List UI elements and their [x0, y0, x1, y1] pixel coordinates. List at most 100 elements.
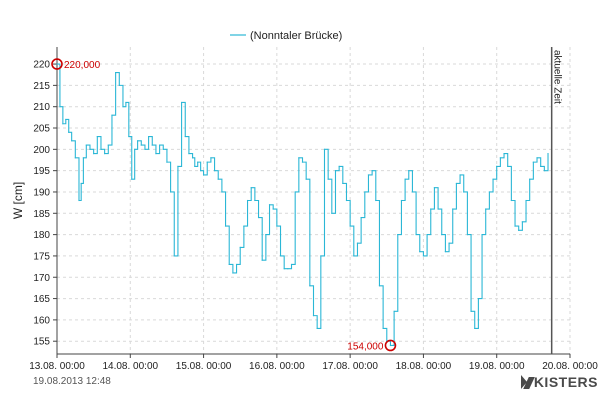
data-point: [210, 157, 212, 159]
data-point: [375, 199, 377, 202]
data-point: [74, 157, 76, 159]
series-layer: [56, 63, 549, 347]
data-point: [85, 144, 87, 146]
y-tick-label: 220: [33, 60, 50, 71]
y-tick-label: 200: [33, 145, 50, 156]
data-point: [360, 216, 362, 219]
data-point: [272, 208, 274, 210]
data-point: [543, 170, 545, 172]
data-point: [415, 234, 417, 236]
legend-series-label: (Nonntaler Brücke): [250, 30, 342, 42]
data-point: [437, 208, 439, 210]
data-point: [305, 178, 307, 180]
data-point: [349, 225, 351, 227]
data-point: [151, 144, 153, 146]
chart-grid: [56, 47, 571, 354]
max-value-label: 220,000: [64, 60, 101, 71]
annotations: 220,000 154,000: [51, 58, 397, 352]
y-tick-label: 165: [33, 294, 50, 305]
kisters-k-logo-icon: [520, 375, 533, 389]
data-point: [96, 135, 98, 138]
current-time-marker: aktuelle Zeit: [550, 47, 563, 354]
data-point: [334, 170, 337, 172]
data-point: [444, 251, 447, 253]
data-point: [191, 157, 194, 159]
x-tick-label: 15.08. 00:00: [176, 361, 232, 372]
data-point: [353, 255, 355, 257]
y-axis-label: W [cm]: [11, 182, 25, 219]
data-point: [287, 268, 289, 270]
data-point: [159, 144, 161, 146]
data-point: [411, 191, 414, 193]
data-point: [492, 178, 494, 180]
data-point: [532, 161, 534, 163]
data-point: [294, 191, 296, 193]
y-tick-label: 185: [33, 209, 50, 220]
data-point: [177, 165, 179, 167]
data-point: [389, 344, 392, 347]
data-point: [455, 182, 458, 185]
x-tick-label: 14.08. 00:00: [102, 361, 158, 372]
y-tick-label: 215: [33, 81, 50, 92]
data-point: [397, 234, 399, 236]
data-point: [162, 148, 164, 150]
data-point: [148, 135, 150, 138]
data-point: [200, 170, 202, 172]
data-point: [529, 178, 531, 180]
data-point: [452, 208, 454, 210]
data-point: [371, 170, 373, 172]
brand-name: KISTERS: [533, 374, 598, 390]
data-point: [400, 199, 403, 202]
data-point: [463, 191, 465, 193]
data-point: [261, 259, 263, 261]
data-point: [283, 268, 285, 270]
data-point: [137, 140, 139, 142]
y-tick-label: 180: [33, 230, 50, 241]
y-tick-label: 195: [33, 166, 50, 177]
series-line: [57, 63, 549, 347]
data-point: [408, 170, 410, 172]
data-point: [459, 174, 461, 176]
data-point: [59, 106, 61, 108]
data-point: [155, 152, 157, 155]
data-point: [316, 327, 318, 330]
data-point: [312, 315, 315, 317]
data-point: [426, 234, 428, 236]
data-point: [228, 263, 230, 266]
y-tick-label: 155: [33, 337, 50, 348]
y-tick-label: 205: [33, 124, 50, 135]
data-point: [521, 221, 523, 223]
data-point: [235, 263, 238, 266]
data-point: [338, 165, 340, 167]
data-point: [78, 199, 80, 202]
data-point: [188, 152, 190, 155]
data-point: [169, 191, 172, 193]
data-point: [356, 242, 359, 244]
data-point: [276, 225, 278, 227]
data-point: [224, 225, 227, 227]
y-tick-label: 160: [33, 315, 50, 326]
data-point: [290, 263, 293, 266]
data-point: [518, 229, 520, 231]
data-point: [128, 135, 130, 138]
min-value-marker: [384, 339, 397, 352]
x-tick-label: 18.08. 00:00: [396, 361, 452, 372]
data-point: [279, 255, 282, 257]
data-point: [213, 170, 216, 172]
data-point: [382, 327, 384, 330]
data-point: [265, 234, 267, 236]
y-tick-label: 170: [33, 273, 50, 284]
data-point: [62, 123, 64, 125]
data-point: [180, 101, 183, 104]
data-point: [488, 191, 490, 193]
data-point: [56, 63, 58, 65]
data-point: [134, 148, 136, 150]
y-tick-label: 190: [33, 187, 50, 198]
data-point: [485, 208, 487, 210]
y-tick-label: 175: [33, 251, 50, 262]
data-point: [184, 135, 186, 138]
data-point: [232, 272, 234, 274]
data-point: [243, 225, 245, 227]
min-value-label: 154,000: [347, 341, 384, 352]
